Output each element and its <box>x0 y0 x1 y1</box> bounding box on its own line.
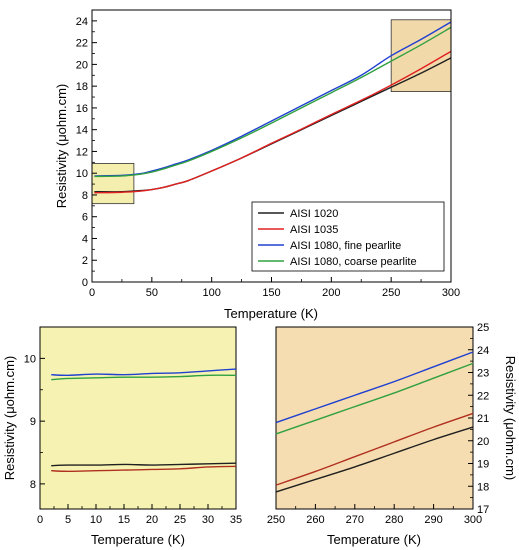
x-tick-label: 250 <box>267 514 285 526</box>
inset-low-ticks <box>39 357 237 509</box>
y-tick-label: 12 <box>76 146 88 158</box>
inset-low-tick-labels: 0 5 10 15 20 25 30 35 8 9 10 <box>24 353 242 526</box>
inset-low-plot-area <box>39 326 237 510</box>
main-x-axis-label: Temperature (K) <box>224 306 318 321</box>
legend-label-2: AISI 1080, fine pearlite <box>290 240 401 252</box>
x-tick-label: 250 <box>382 287 400 299</box>
x-tick-label: 300 <box>442 287 460 299</box>
x-tick-label: 290 <box>424 514 442 526</box>
y-tick-label: 22 <box>477 390 489 402</box>
inset-high-series-lines <box>275 351 474 493</box>
y-tick-label: 18 <box>76 81 88 93</box>
x-tick-label: 15 <box>118 514 130 526</box>
x-tick-label: 5 <box>65 514 71 526</box>
inset-high-plot-area <box>275 326 474 510</box>
y-tick-label: 22 <box>76 38 88 50</box>
x-tick-label: 35 <box>230 514 242 526</box>
y-tick-label: 21 <box>477 413 489 425</box>
main-series-lines <box>94 21 452 194</box>
y-tick-label: 4 <box>82 233 88 245</box>
x-tick-label: 0 <box>37 514 43 526</box>
series-line-2 <box>51 462 237 467</box>
series-line-0 <box>275 351 474 424</box>
x-tick-label: 280 <box>385 514 403 526</box>
legend-label-0: AISI 1020 <box>290 208 338 220</box>
y-tick-label: 0 <box>82 277 88 289</box>
y-tick-label: 8 <box>30 479 36 491</box>
series-line-2 <box>275 412 474 486</box>
main-chart: 0 50 100 150 200 250 300024681012141618202224 … <box>54 9 460 321</box>
y-tick-label: 10 <box>24 353 36 365</box>
y-tick-label: 14 <box>76 125 88 137</box>
x-tick-label: 25 <box>174 514 186 526</box>
series-line-1 <box>275 362 474 435</box>
x-tick-label: 10 <box>90 514 102 526</box>
highlight-box-0 <box>91 163 135 205</box>
y-tick-label: 20 <box>477 436 489 448</box>
y-tick-label: 20 <box>76 59 88 71</box>
y-tick-label: 18 <box>477 481 489 493</box>
inset-low-series-lines <box>51 368 237 473</box>
series-line-1 <box>94 50 452 194</box>
y-tick-label: 19 <box>477 459 489 471</box>
series-line-0 <box>51 368 237 377</box>
x-tick-label: 260 <box>306 514 324 526</box>
x-tick-label: 30 <box>202 514 214 526</box>
y-tick-label: 23 <box>477 368 489 380</box>
inset-low-x-axis-label: Temperature (K) <box>91 532 185 547</box>
inset-high-ticks <box>275 326 474 510</box>
low-temperature-inset: 0 5 10 15 20 25 30 35 8 9 10 Temperature (K) Resis… <box>2 326 242 547</box>
y-tick-label: 8 <box>82 190 88 202</box>
x-tick-label: 50 <box>146 287 158 299</box>
legend: AISI 1020 AISI 1035 AISI 1080, fine pearli… <box>251 201 445 272</box>
inset-high-y-axis-label: Resistivity (μohm.cm) <box>503 356 518 481</box>
y-tick-label: 2 <box>82 255 88 267</box>
y-tick-label: 9 <box>30 416 36 428</box>
y-tick-label: 24 <box>76 16 88 28</box>
x-tick-label: 300 <box>464 514 482 526</box>
series-line-3 <box>275 426 474 493</box>
legend-label-3: AISI 1080, coarse pearlite <box>290 256 417 268</box>
y-tick-label: 17 <box>477 504 489 516</box>
inset-low-y-axis-label: Resistivity (μohm.cm) <box>2 356 17 481</box>
main-highlight-boxes <box>91 19 452 205</box>
x-tick-label: 0 <box>89 287 95 299</box>
x-tick-label: 20 <box>146 514 158 526</box>
y-tick-label: 10 <box>76 168 88 180</box>
series-line-3 <box>51 465 237 473</box>
main-plot-frame <box>91 9 452 283</box>
x-tick-label: 100 <box>202 287 220 299</box>
inset-high-x-axis-label: Temperature (K) <box>327 532 421 547</box>
y-tick-label: 16 <box>76 103 88 115</box>
series-line-3 <box>94 26 452 178</box>
x-tick-label: 270 <box>346 514 364 526</box>
x-tick-label: 200 <box>322 287 340 299</box>
y-tick-label: 24 <box>477 345 489 357</box>
series-line-2 <box>94 21 452 177</box>
x-tick-label: 150 <box>262 287 280 299</box>
y-tick-label: 6 <box>82 212 88 224</box>
legend-label-1: AISI 1035 <box>290 224 338 236</box>
series-line-1 <box>51 374 237 381</box>
y-tick-label: 25 <box>477 322 489 334</box>
main-y-axis-label: Resistivity (μohm.cm) <box>54 84 69 209</box>
